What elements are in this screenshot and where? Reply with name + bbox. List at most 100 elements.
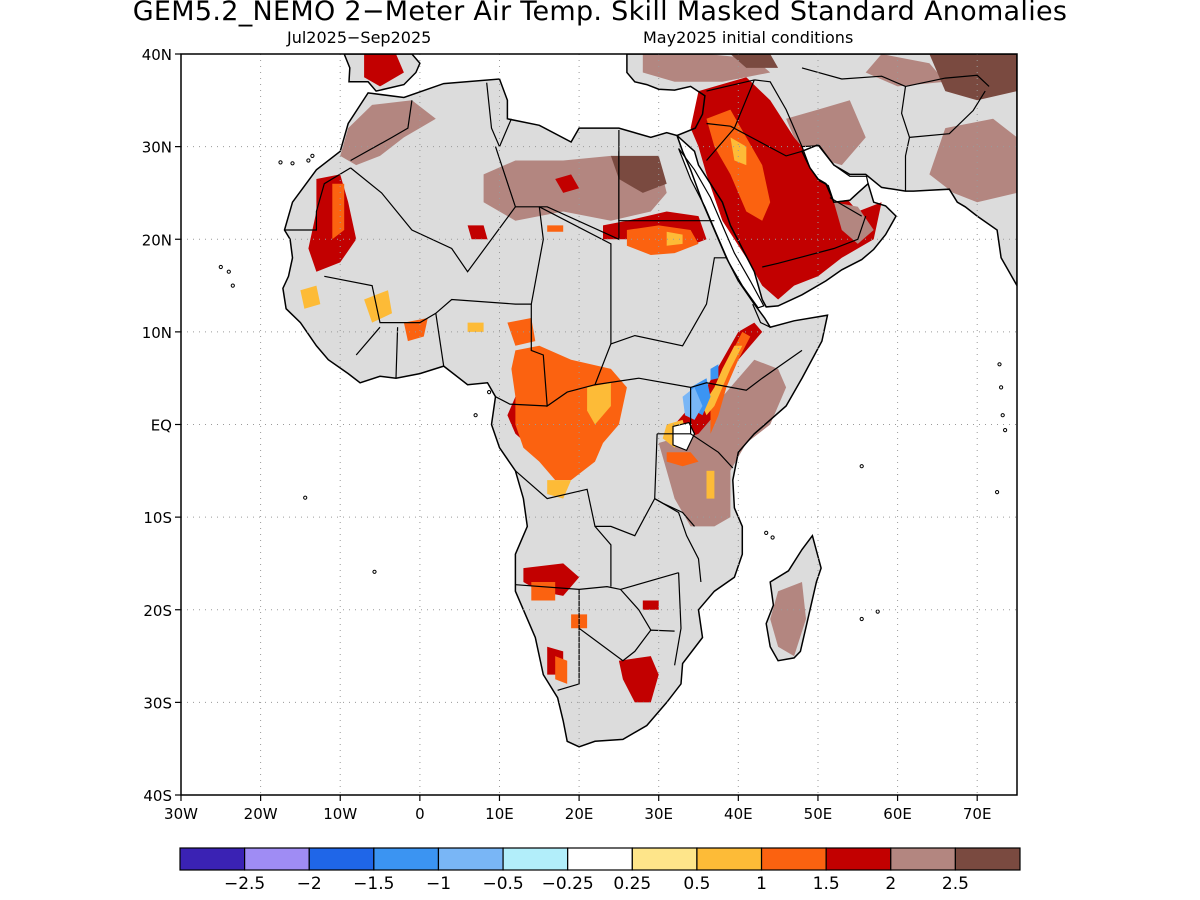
- colorbar-swatch: [437, 847, 504, 871]
- island: [218, 264, 223, 270]
- country-border: [657, 433, 734, 469]
- lon-tick-label: 10W: [323, 805, 357, 823]
- country-border: [706, 79, 755, 92]
- anomaly-region-chad-yellow: [467, 322, 484, 332]
- colorbar-label: 2: [885, 874, 896, 894]
- anomaly-region-kenya-blue: [710, 364, 719, 380]
- island: [310, 153, 315, 158]
- colorbar: −2.5 −2 −1.5 −1 −0.5 −0.25 0.25 0.5 1 1.5 2 2.5: [179, 847, 1021, 894]
- chart-title: GEM5.2_NEMO 2−Meter Air Temp. Skill Mask…: [132, 0, 1068, 27]
- anomaly-region-western-sahara-orange: [332, 183, 345, 240]
- island: [770, 535, 775, 540]
- country-border: [909, 90, 986, 138]
- country-border: [355, 326, 381, 356]
- colorbar-label: 1.5: [813, 874, 840, 894]
- anomaly-region-sudan-yellow: [666, 231, 683, 246]
- anomaly-region-east-africa-brown: [658, 359, 787, 527]
- country-border: [654, 498, 702, 583]
- country-border: [324, 206, 544, 324]
- country-border: [395, 327, 399, 379]
- colorbar-swatch: [308, 847, 375, 871]
- colorbar-label: −0.5: [482, 874, 523, 894]
- country-border: [594, 526, 612, 587]
- colorbar-swatch: [502, 847, 569, 871]
- lat-tick-label: 10N: [142, 324, 172, 342]
- lon-tick-label: 50E: [804, 805, 833, 823]
- anomaly-region-chad-orange: [507, 318, 536, 346]
- country-border: [435, 313, 445, 367]
- country-border: [905, 74, 990, 87]
- lon-tick-label: 60E: [883, 805, 912, 823]
- axis-ticks: 30W 20W 10W 0 10E 20E 30E 40E 50E 60E 70E 40N 30N 20N…: [142, 46, 992, 823]
- anomaly-region-sudan-orange: [626, 225, 699, 255]
- lat-tick-label: 40S: [143, 787, 172, 805]
- colorbar-swatch: [890, 847, 956, 871]
- country-border: [350, 167, 516, 273]
- lat-tick-label: 20S: [143, 602, 172, 620]
- colorbar-label: 0.25: [613, 874, 651, 894]
- lon-tick-label: 70E: [963, 805, 992, 823]
- anomaly-layer: [300, 54, 1017, 703]
- lon-tick-label: 20W: [244, 805, 278, 823]
- anomaly-region-central-africa-yellow: [587, 382, 611, 425]
- colorbar-label: −0.25: [542, 874, 594, 894]
- anomaly-region-pakistan-brown: [929, 118, 1017, 203]
- anomaly-region-chad-north: [547, 225, 564, 232]
- anomaly-region-middle-east-yellow: [730, 137, 747, 166]
- country-border: [284, 167, 351, 231]
- lat-tick-label: 30N: [142, 139, 172, 157]
- anomaly-region-oman-brown: [833, 202, 874, 244]
- anomaly-region-iberia-red: [364, 54, 404, 87]
- country-border: [515, 572, 679, 591]
- anomaly-region-tanzania-orange: [666, 452, 699, 467]
- lat-tick-label: EQ: [151, 417, 172, 435]
- anomaly-region-mozambique-red: [642, 600, 659, 610]
- initial-conditions-subtitle: May2025 initial conditions: [643, 28, 854, 47]
- country-border: [495, 396, 548, 407]
- island: [999, 385, 1004, 390]
- country-border: [557, 589, 580, 691]
- colorbar-swatch: [760, 847, 827, 871]
- anomaly-region-sahara-libya-core: [610, 155, 667, 193]
- colorbar-swatch: [631, 847, 698, 871]
- country-border: [706, 122, 731, 127]
- island: [764, 530, 769, 536]
- grid-layer: [181, 54, 1017, 795]
- country-border: [829, 197, 863, 217]
- lat-tick-label: 20N: [142, 231, 172, 249]
- anomaly-region-zambia-orange: [531, 582, 556, 601]
- country-border: [762, 215, 867, 268]
- island: [372, 569, 377, 574]
- island: [1003, 428, 1008, 433]
- colorbar-swatch: [244, 847, 310, 871]
- colorbar-label: −2: [297, 874, 322, 894]
- island: [278, 160, 283, 165]
- coastline: [343, 54, 421, 92]
- colorbar-label: −1: [426, 874, 451, 894]
- island: [997, 362, 1002, 367]
- lon-tick-label: 20E: [565, 805, 594, 823]
- colorbar-label: −1.5: [353, 874, 394, 894]
- colorbar-swatch: [696, 847, 763, 871]
- anomaly-region-mali-yellow: [364, 290, 392, 323]
- island: [859, 616, 864, 622]
- lon-tick-label: 30E: [644, 805, 673, 823]
- anomaly-region-uganda-lightblue: [682, 387, 703, 420]
- lat-tick-label: 10S: [143, 509, 172, 527]
- lon-tick-label: 30W: [164, 805, 198, 823]
- island: [230, 283, 235, 288]
- anomaly-region-libya-spot: [555, 174, 580, 193]
- lon-tick-label: 40E: [724, 805, 753, 823]
- country-border: [620, 588, 652, 631]
- lon-tick-label: 0: [415, 805, 425, 823]
- anomaly-region-south-africa-red: [618, 656, 659, 703]
- anomaly-region-tanzania-yellow: [706, 470, 715, 499]
- colorbar-swatch: [179, 847, 246, 871]
- anomaly-region-middle-east-orange: [706, 109, 771, 221]
- colorbar-swatch: [954, 847, 1021, 871]
- lat-tick-label: 40N: [142, 46, 172, 64]
- anomaly-region-asia-dark: [929, 54, 1017, 101]
- anomaly-region-niger-red: [467, 225, 488, 240]
- period-subtitle: Jul2025−Sep2025: [287, 28, 432, 47]
